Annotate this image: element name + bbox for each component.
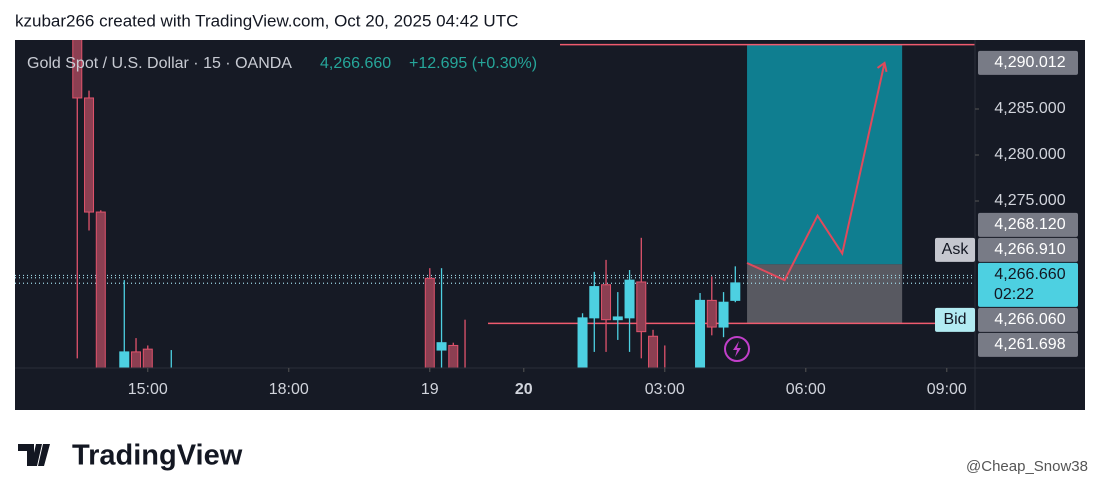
x-tick-label: 18:00 [269, 381, 309, 398]
y-tick-label: 4,285.000 [994, 100, 1065, 117]
logo: TradingView [18, 440, 243, 472]
header: kzubar266 created with TradingView.com, … [15, 11, 518, 30]
watermark: @Cheap_Snow38 [966, 458, 1088, 475]
candle-body [95, 211, 106, 368]
candle-body [436, 342, 447, 351]
chart-title: Gold Spot / U.S. Dollar · 15 · OANDA [27, 55, 292, 72]
price-label: 4,266.910 [994, 241, 1065, 258]
tag-box [935, 307, 975, 332]
candle-body [718, 301, 729, 328]
tag-label: Bid [943, 311, 966, 328]
candle-body [589, 286, 600, 319]
last-price: 4,266.660 [320, 55, 391, 72]
profit-zone [747, 44, 903, 265]
price-label: 4,261.698 [994, 336, 1065, 353]
candle-body [601, 284, 612, 321]
price-change: +12.695 (+0.30%) [409, 55, 537, 72]
overlay: Gold Spot / U.S. Dollar · 15 · OANDA 4,2… [27, 55, 750, 362]
price-label: 4,268.120 [994, 216, 1065, 233]
x-tick-label: 20 [515, 381, 533, 398]
x-tick-label: 19 [421, 381, 439, 398]
price-label-box [978, 237, 1078, 262]
candle-body [648, 335, 659, 368]
logo-text: TradingView [72, 440, 243, 472]
projection-arrow [876, 61, 888, 73]
candle-body [448, 344, 459, 368]
x-tick-label: 03:00 [645, 381, 685, 398]
candle-body [695, 299, 706, 368]
candle-body [612, 316, 623, 321]
candle-body [424, 277, 435, 368]
price-label-box [978, 50, 1078, 75]
event-icon[interactable] [724, 336, 750, 362]
y-tick-label: 4,275.000 [994, 192, 1065, 209]
candle-body [84, 97, 95, 213]
price-label-box [978, 262, 1078, 307]
price-label: 4,266.660 [994, 266, 1065, 283]
logo-mark [18, 444, 50, 466]
candle-body [730, 282, 741, 301]
projection-line [746, 62, 886, 282]
candle-body [624, 279, 635, 319]
tag-box [935, 237, 975, 262]
tag-label: Ask [942, 241, 970, 258]
price-label-box [978, 307, 1078, 332]
price-label-box [978, 212, 1078, 237]
price-label: 4,290.012 [994, 54, 1065, 71]
candle-body [706, 299, 717, 328]
candle-body [119, 351, 130, 368]
x-tick-label: 15:00 [128, 381, 168, 398]
candle-body [72, 40, 83, 99]
y-tick-label: 4,280.000 [994, 146, 1065, 163]
candle-body [142, 348, 153, 368]
candle-body [577, 317, 588, 368]
x-tick-label: 06:00 [786, 381, 826, 398]
countdown: 02:22 [994, 286, 1034, 303]
price-label: 4,266.060 [994, 311, 1065, 328]
candle-body [636, 281, 647, 333]
chart-panel [15, 40, 1085, 410]
candle-body [131, 351, 142, 368]
x-tick-label: 09:00 [927, 381, 967, 398]
price-label-box [978, 332, 1078, 357]
lightning [733, 341, 741, 357]
plot-area [15, 40, 975, 368]
